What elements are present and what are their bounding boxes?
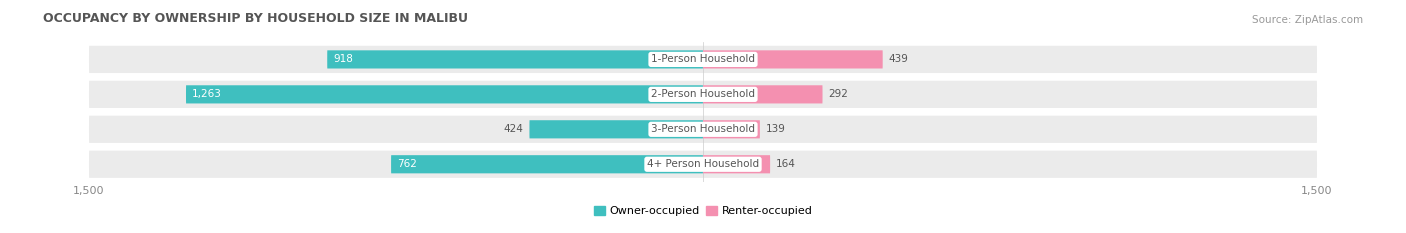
Text: 139: 139 (766, 124, 786, 134)
Text: 164: 164 (776, 159, 796, 169)
FancyBboxPatch shape (703, 155, 770, 173)
FancyBboxPatch shape (89, 46, 1317, 73)
Text: 292: 292 (828, 89, 849, 99)
Text: 424: 424 (503, 124, 523, 134)
FancyBboxPatch shape (703, 120, 759, 138)
Text: 439: 439 (889, 55, 908, 64)
FancyBboxPatch shape (89, 151, 1317, 178)
FancyBboxPatch shape (703, 50, 883, 69)
Text: Source: ZipAtlas.com: Source: ZipAtlas.com (1251, 15, 1362, 25)
FancyBboxPatch shape (328, 50, 703, 69)
Legend: Owner-occupied, Renter-occupied: Owner-occupied, Renter-occupied (589, 202, 817, 221)
Text: 1,263: 1,263 (193, 89, 222, 99)
Text: 1-Person Household: 1-Person Household (651, 55, 755, 64)
Text: OCCUPANCY BY OWNERSHIP BY HOUSEHOLD SIZE IN MALIBU: OCCUPANCY BY OWNERSHIP BY HOUSEHOLD SIZE… (44, 12, 468, 25)
FancyBboxPatch shape (89, 81, 1317, 108)
FancyBboxPatch shape (89, 116, 1317, 143)
Text: 918: 918 (333, 55, 353, 64)
FancyBboxPatch shape (703, 85, 823, 103)
FancyBboxPatch shape (391, 155, 703, 173)
FancyBboxPatch shape (530, 120, 703, 138)
Text: 2-Person Household: 2-Person Household (651, 89, 755, 99)
FancyBboxPatch shape (186, 85, 703, 103)
Text: 762: 762 (398, 159, 418, 169)
Text: 4+ Person Household: 4+ Person Household (647, 159, 759, 169)
Text: 3-Person Household: 3-Person Household (651, 124, 755, 134)
